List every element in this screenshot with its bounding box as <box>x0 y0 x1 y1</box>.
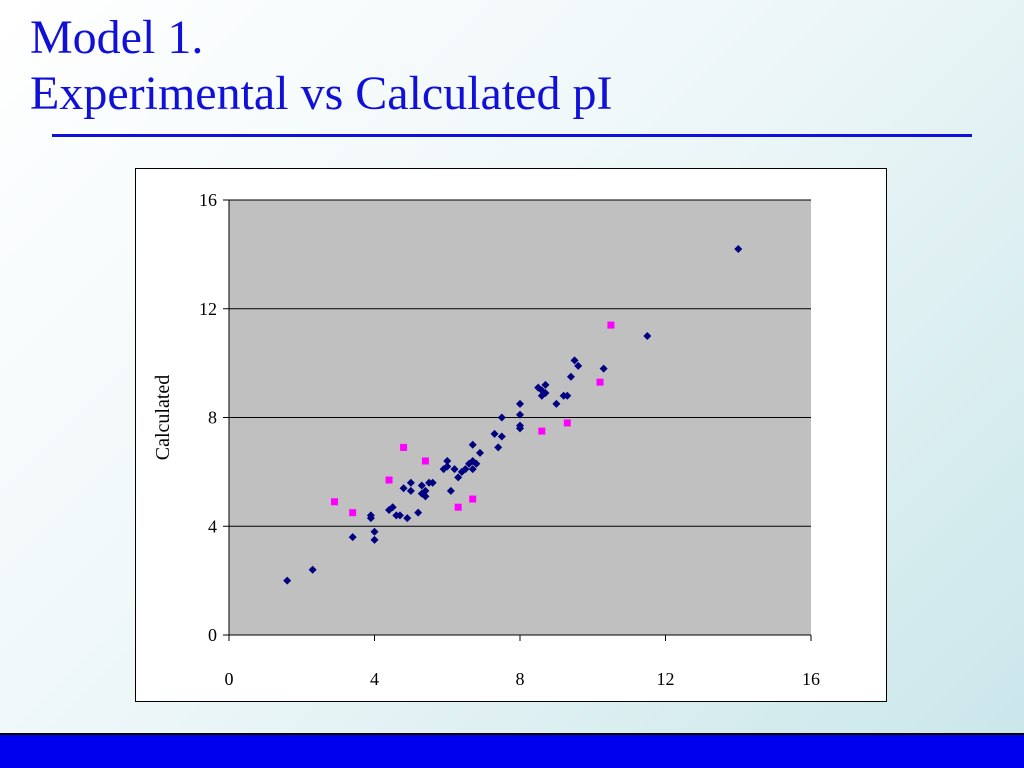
data-point-series-2 <box>385 476 393 484</box>
data-point-series-1 <box>552 399 561 408</box>
slide-title-line-2: Experimental vs Calculated pI <box>30 67 613 120</box>
data-point-series-1 <box>541 380 550 389</box>
data-point-series-1 <box>454 473 463 482</box>
chart-frame: 0 4 8 12 16 0 4 8 12 16 Calculated <box>135 168 887 702</box>
data-point-series-2 <box>454 503 462 511</box>
y-tick-label: 8 <box>208 408 217 428</box>
data-point-series-1 <box>450 465 459 474</box>
data-point-series-1 <box>395 511 404 520</box>
data-points <box>283 244 743 585</box>
x-tick-label: 4 <box>370 669 379 689</box>
data-point-series-1 <box>417 481 426 490</box>
data-point-series-1 <box>421 492 430 501</box>
data-point-series-2 <box>596 378 604 386</box>
data-point-series-1 <box>428 478 437 487</box>
data-point-series-1 <box>348 533 357 542</box>
data-point-series-1 <box>541 389 550 398</box>
data-point-series-1 <box>599 364 608 373</box>
x-tick-label: 8 <box>516 669 525 689</box>
data-point-series-1 <box>414 508 423 517</box>
slide-title: Model 1. Experimental vs Calculated pI <box>30 10 612 122</box>
data-point-series-1 <box>461 465 470 474</box>
data-point-series-2 <box>469 495 477 503</box>
data-point-series-1 <box>399 484 408 493</box>
data-point-series-1 <box>490 429 499 438</box>
data-point-series-1 <box>468 440 477 449</box>
y-tick-label: 0 <box>208 625 217 645</box>
data-point-series-1 <box>388 503 397 512</box>
tick-labels: 0 4 8 12 16 0 4 8 12 16 <box>199 190 820 689</box>
data-point-series-1 <box>472 459 481 468</box>
data-point-series-1 <box>443 462 452 471</box>
data-point-series-1 <box>370 527 379 536</box>
data-point-series-1 <box>570 356 579 365</box>
data-point-series-1 <box>516 421 524 430</box>
data-point-series-1 <box>421 486 430 495</box>
data-point-series-1 <box>308 565 317 574</box>
data-point-series-1 <box>563 391 572 400</box>
data-point-series-2 <box>421 457 429 465</box>
data-point-series-2 <box>330 498 338 506</box>
scatter-chart: 0 4 8 12 16 0 4 8 12 16 Calculated <box>152 190 820 689</box>
y-tick-label: 4 <box>208 516 217 536</box>
title-underline <box>52 134 972 137</box>
data-point-series-2 <box>563 419 571 427</box>
data-point-series-1 <box>468 465 477 474</box>
data-point-series-1 <box>443 457 452 465</box>
data-point-series-1 <box>406 478 415 487</box>
data-point-series-1 <box>574 361 583 370</box>
data-point-series-1 <box>494 443 503 452</box>
x-tick-label: 0 <box>225 669 234 689</box>
data-point-series-1 <box>403 514 412 523</box>
data-point-series-1 <box>643 331 652 340</box>
data-point-series-2 <box>538 427 546 435</box>
data-point-series-1 <box>516 410 524 419</box>
data-point-series-1 <box>366 511 375 520</box>
data-point-series-1 <box>475 448 484 457</box>
data-point-series-1 <box>446 486 455 495</box>
data-point-series-2 <box>607 321 615 329</box>
data-point-series-1 <box>516 399 524 408</box>
slide-title-line-1: Model 1. <box>30 11 204 64</box>
y-axis-label: Calculated <box>152 375 174 461</box>
data-point-series-1 <box>370 535 379 544</box>
data-point-series-1 <box>734 244 743 253</box>
x-tick-label: 16 <box>802 669 820 689</box>
y-tick-label: 16 <box>199 190 217 210</box>
data-point-series-1 <box>566 372 575 381</box>
data-point-series-2 <box>349 509 357 517</box>
x-tick-label: 12 <box>657 669 675 689</box>
axes <box>223 199 812 641</box>
y-tick-label: 12 <box>199 299 217 319</box>
data-point-series-1 <box>406 486 415 495</box>
data-point-series-2 <box>400 443 408 451</box>
data-point-series-1 <box>497 432 506 441</box>
data-point-series-1 <box>497 413 506 422</box>
data-point-series-1 <box>283 576 292 585</box>
footer-bar <box>0 733 1024 768</box>
